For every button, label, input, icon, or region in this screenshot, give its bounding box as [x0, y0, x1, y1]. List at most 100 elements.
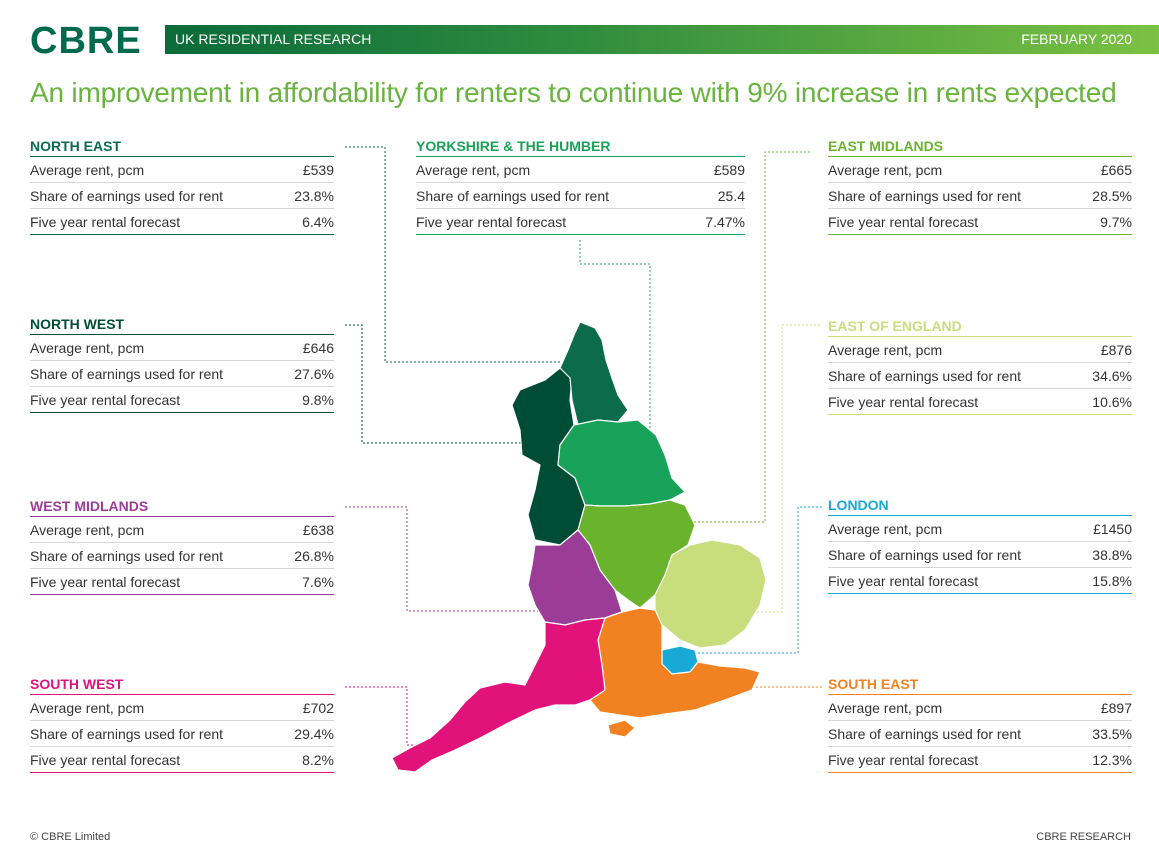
row-label: Share of earnings used for rent — [416, 188, 610, 204]
row-value: 28.5% — [1092, 188, 1132, 204]
row-average-rent: Average rent, pcm £539 — [30, 157, 334, 183]
row-value: 10.6% — [1092, 394, 1132, 410]
panel-title: LONDON — [828, 495, 1132, 516]
panel-title: WEST MIDLANDS — [30, 496, 334, 517]
row-value: 25.4 — [717, 188, 745, 204]
row-average-rent: Average rent, pcm £876 — [828, 337, 1132, 363]
row-share-earnings: Share of earnings used for rent 27.6% — [30, 361, 334, 387]
row-value: £1450 — [1093, 521, 1132, 537]
row-label: Share of earnings used for rent — [828, 368, 1022, 384]
row-average-rent: Average rent, pcm £1450 — [828, 516, 1132, 542]
row-label: Share of earnings used for rent — [30, 726, 224, 742]
row-forecast: Five year rental forecast 8.2% — [30, 747, 334, 773]
row-average-rent: Average rent, pcm £589 — [416, 157, 745, 183]
cbre-logo: CBRE — [30, 20, 142, 62]
row-value: 27.6% — [294, 366, 334, 382]
panel-yorkshire: YORKSHIRE & THE HUMBER Average rent, pcm… — [416, 136, 745, 235]
row-label: Share of earnings used for rent — [30, 366, 224, 382]
row-average-rent: Average rent, pcm £702 — [30, 695, 334, 721]
panel-title: YORKSHIRE & THE HUMBER — [416, 136, 745, 157]
leader-line-london — [693, 506, 822, 654]
leader-line-north-east — [345, 146, 572, 363]
row-average-rent: Average rent, pcm £638 — [30, 517, 334, 543]
row-label: Average rent, pcm — [30, 522, 145, 538]
isle-of-wight — [607, 719, 636, 738]
row-share-earnings: Share of earnings used for rent 29.4% — [30, 721, 334, 747]
region-east-of-england — [654, 539, 767, 649]
panel-title: EAST OF ENGLAND — [828, 316, 1132, 337]
panel-london: LONDON Average rent, pcm £1450 Share of e… — [828, 495, 1132, 594]
panel-title: SOUTH WEST — [30, 674, 334, 695]
panel-north-west: NORTH WEST Average rent, pcm £646 Share o… — [30, 314, 334, 413]
row-share-earnings: Share of earnings used for rent 34.6% — [828, 363, 1132, 389]
row-forecast: Five year rental forecast 9.8% — [30, 387, 334, 413]
row-value: £638 — [302, 522, 334, 538]
leader-line-south-west — [345, 686, 425, 746]
row-value: £665 — [1100, 162, 1132, 178]
row-average-rent: Average rent, pcm £665 — [828, 157, 1132, 183]
row-share-earnings: Share of earnings used for rent 23.8% — [30, 183, 334, 209]
row-label: Share of earnings used for rent — [30, 188, 224, 204]
row-value: 23.8% — [294, 188, 334, 204]
row-value: £539 — [302, 162, 334, 178]
row-label: Average rent, pcm — [30, 162, 145, 178]
row-label: Share of earnings used for rent — [828, 188, 1022, 204]
row-value: 33.5% — [1092, 726, 1132, 742]
row-share-earnings: Share of earnings used for rent 33.5% — [828, 721, 1132, 747]
row-value: 26.8% — [294, 548, 334, 564]
footer-research: CBRE RESEARCH — [1036, 831, 1131, 843]
row-value: 9.8% — [302, 392, 334, 408]
row-label: Five year rental forecast — [828, 752, 979, 768]
leader-line-east-of-england — [750, 324, 820, 613]
panel-east-of-england: EAST OF ENGLAND Average rent, pcm £876 Sh… — [828, 316, 1132, 415]
banner-date: FEBRUARY 2020 — [1021, 31, 1132, 47]
row-average-rent: Average rent, pcm £897 — [828, 695, 1132, 721]
row-share-earnings: Share of earnings used for rent 38.8% — [828, 542, 1132, 568]
row-label: Average rent, pcm — [828, 162, 943, 178]
row-label: Five year rental forecast — [30, 752, 181, 768]
row-value: 7.47% — [705, 214, 745, 230]
row-share-earnings: Share of earnings used for rent 26.8% — [30, 543, 334, 569]
row-forecast: Five year rental forecast 10.6% — [828, 389, 1132, 415]
row-label: Average rent, pcm — [828, 342, 943, 358]
row-value: £702 — [302, 700, 334, 716]
banner-title: UK RESIDENTIAL RESEARCH — [175, 31, 372, 47]
row-forecast: Five year rental forecast 15.8% — [828, 568, 1132, 594]
leader-line-yorkshire — [579, 240, 651, 430]
row-share-earnings: Share of earnings used for rent 28.5% — [828, 183, 1132, 209]
page-headline: An improvement in affordability for rent… — [30, 77, 1117, 108]
row-forecast: Five year rental forecast 7.47% — [416, 209, 745, 235]
row-value: £589 — [713, 162, 745, 178]
leader-line-north-west — [345, 324, 535, 444]
row-value: 15.8% — [1092, 573, 1132, 589]
leader-lines — [345, 146, 822, 746]
row-value: 38.8% — [1092, 547, 1132, 563]
panel-south-west: SOUTH WEST Average rent, pcm £702 Share o… — [30, 674, 334, 773]
row-average-rent: Average rent, pcm £646 — [30, 335, 334, 361]
row-label: Five year rental forecast — [828, 394, 979, 410]
row-label: Five year rental forecast — [828, 214, 979, 230]
panel-east-midlands: EAST MIDLANDS Average rent, pcm £665 Shar… — [828, 136, 1132, 235]
region-south-west — [391, 617, 606, 773]
row-label: Five year rental forecast — [30, 392, 181, 408]
row-value: £897 — [1100, 700, 1132, 716]
row-value: £646 — [302, 340, 334, 356]
row-label: Five year rental forecast — [30, 574, 181, 590]
row-label: Five year rental forecast — [30, 214, 181, 230]
panel-south-east: SOUTH EAST Average rent, pcm £897 Share o… — [828, 674, 1132, 773]
footer-copyright: © CBRE Limited — [30, 831, 111, 843]
row-label: Average rent, pcm — [30, 700, 145, 716]
row-value: £876 — [1100, 342, 1132, 358]
leader-line-east-midlands — [690, 151, 810, 523]
row-label: Five year rental forecast — [828, 573, 979, 589]
row-value: 9.7% — [1100, 214, 1132, 230]
row-label: Share of earnings used for rent — [828, 547, 1022, 563]
row-forecast: Five year rental forecast 6.4% — [30, 209, 334, 235]
row-share-earnings: Share of earnings used for rent 25.4 — [416, 183, 745, 209]
row-value: 6.4% — [302, 214, 334, 230]
row-label: Average rent, pcm — [828, 521, 943, 537]
row-label: Share of earnings used for rent — [828, 726, 1022, 742]
panel-title: NORTH WEST — [30, 314, 334, 335]
row-label: Average rent, pcm — [828, 700, 943, 716]
